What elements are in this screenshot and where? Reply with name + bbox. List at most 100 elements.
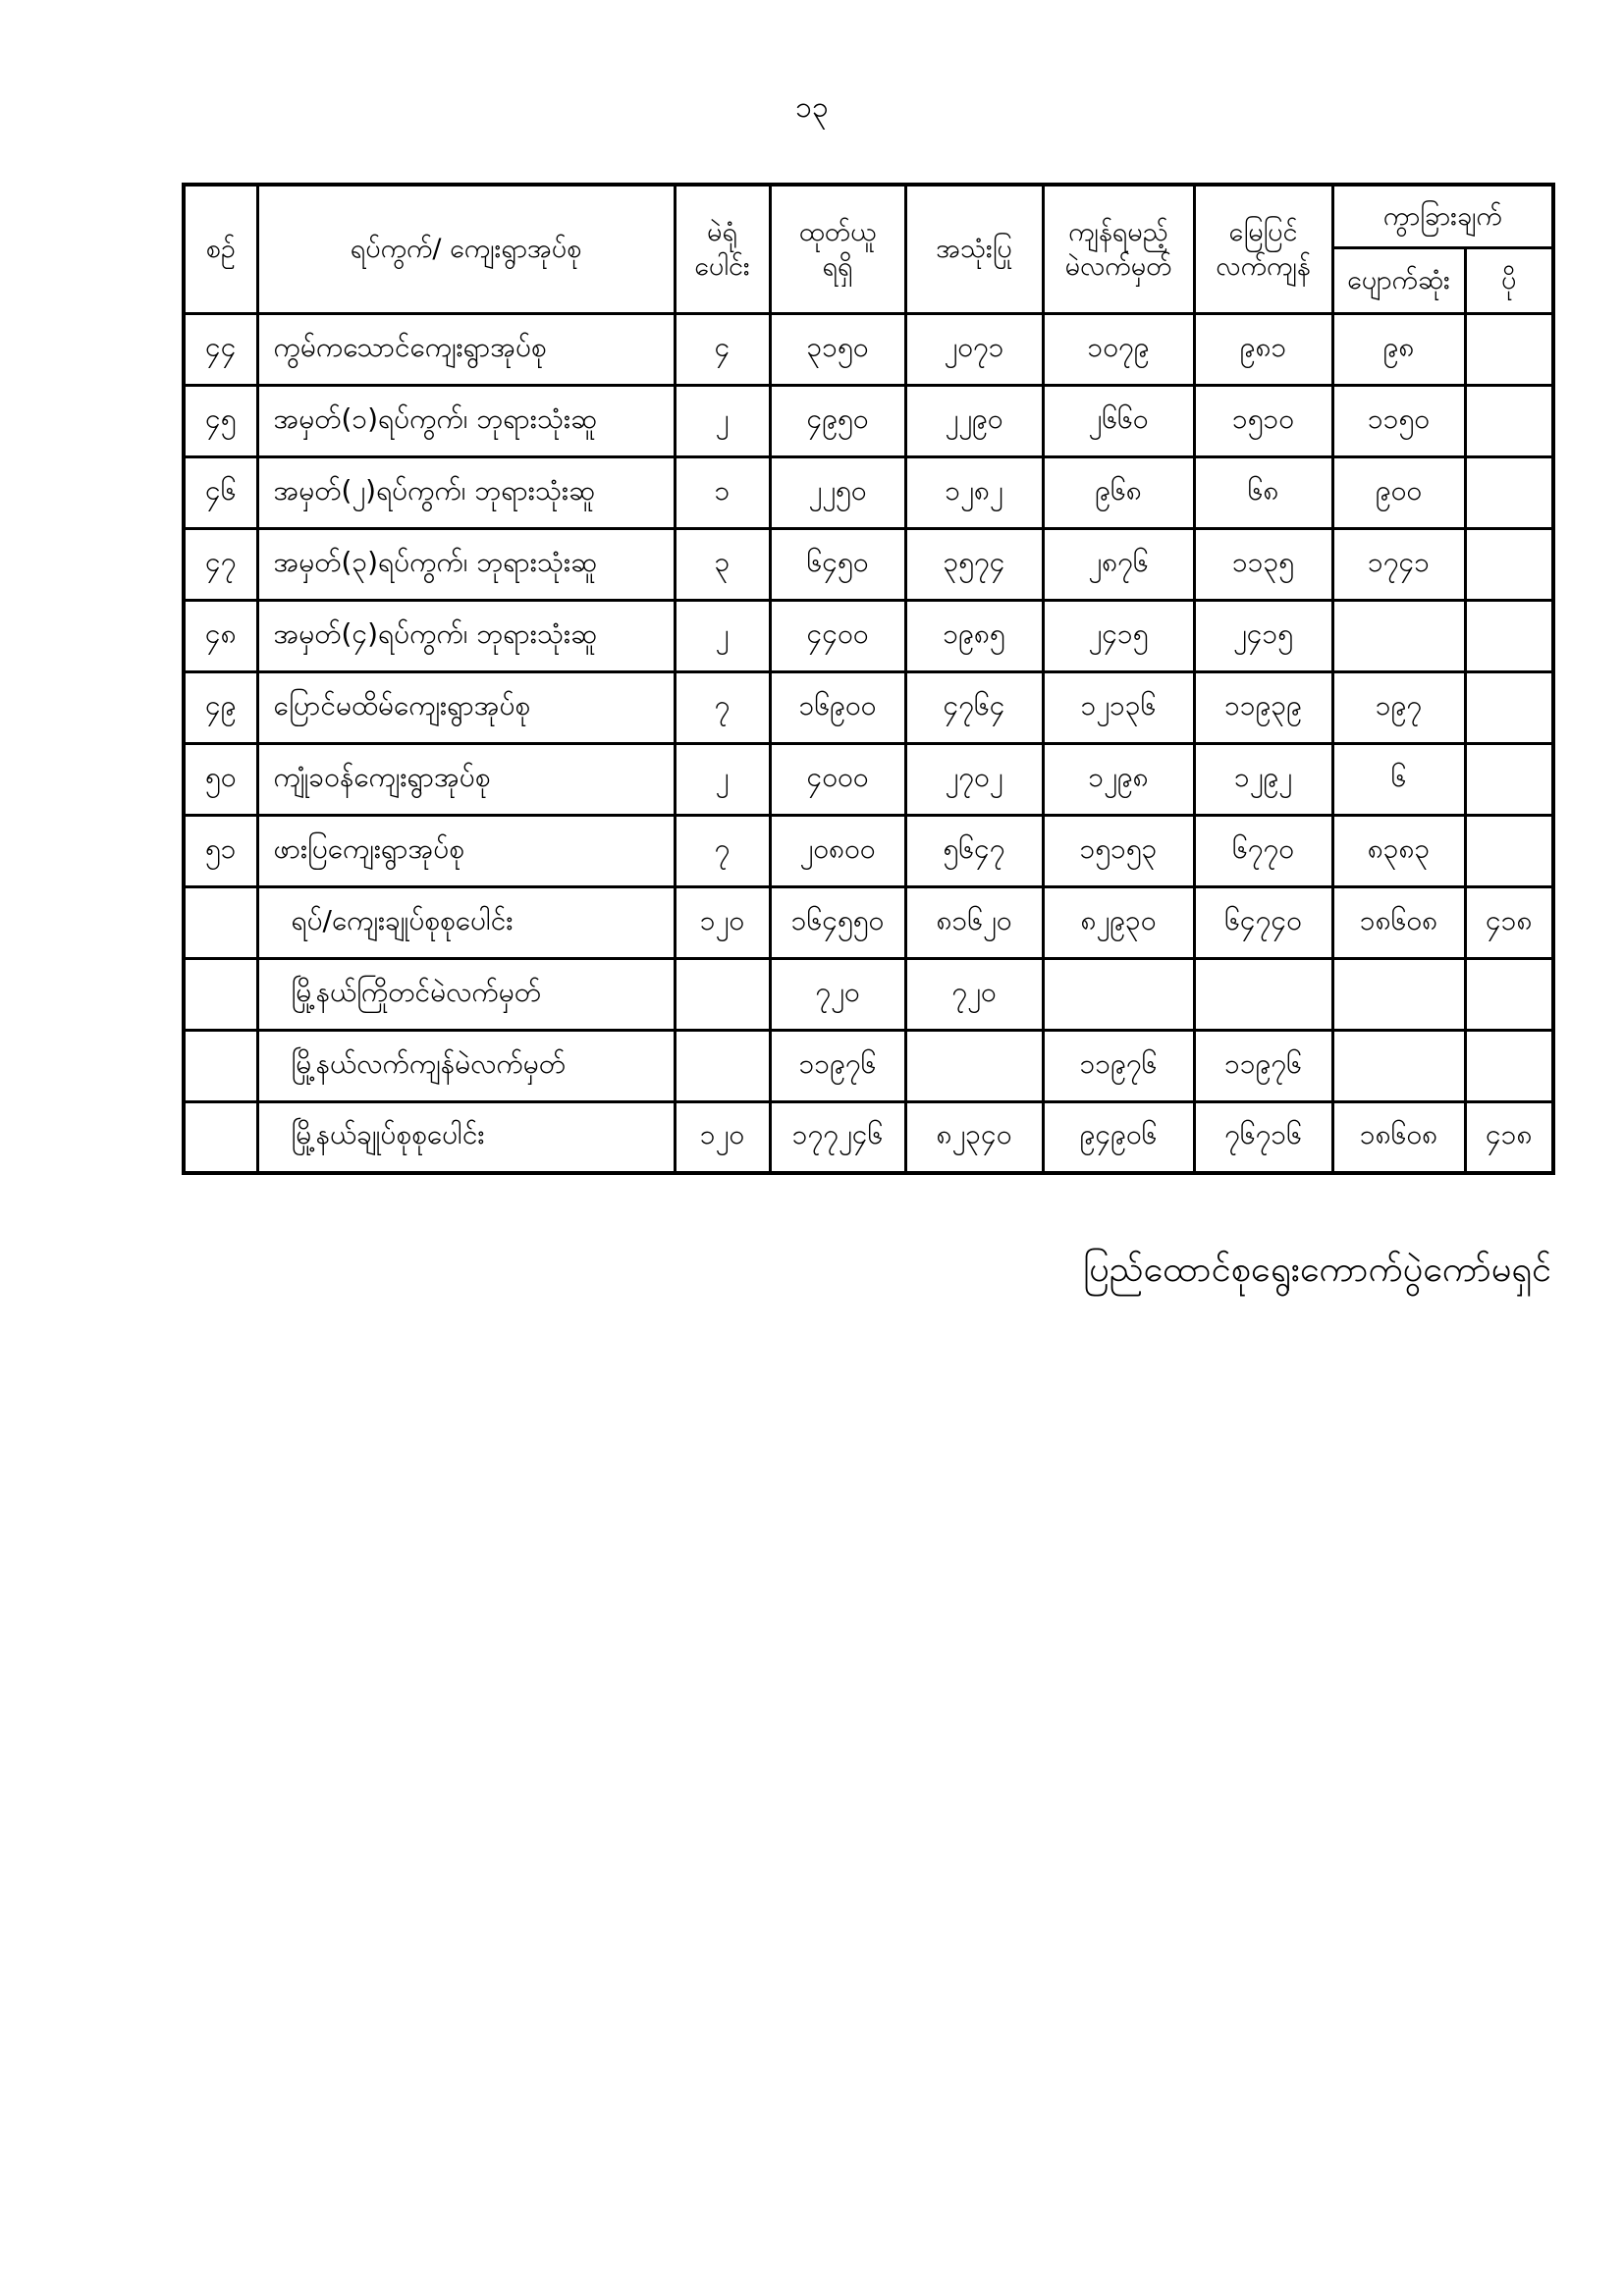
remaining-cell: ၂၄၁၅: [1041, 598, 1196, 673]
used-cell: ၃၅၇၄: [903, 526, 1045, 602]
ward-name-cell: မြို့နယ်ကြိုတင်မဲလက်မှတ်: [255, 956, 677, 1032]
table-body: ၄၄ ကွမ်ကသောင်ကျေးရွာအုပ်စု၄၃၁၅၀ ၂၀၇၁ ၁၀၇၉ ၉၈…: [182, 311, 1555, 1175]
table-row: ၅၀ ကျုံခဝန်ကျေးရွာအုပ်စု၂၄၀၀၀ ၂၇၀၂ ၁၂၉၈ ၁၂၉၂…: [182, 741, 1555, 817]
remaining-cell: ၉၄၉၀၆: [1041, 1099, 1196, 1175]
excess-cell: [1463, 526, 1555, 602]
lost-cell: ၁၉၇: [1330, 669, 1467, 745]
excess-cell: [1463, 1028, 1555, 1103]
stations-cell: ၇: [673, 813, 772, 888]
header-difference-lost: ပျောက်ဆုံး: [1330, 245, 1467, 315]
ground-balance-cell: [1192, 956, 1334, 1032]
table-row: ၅၁ ဖားပြကျေးရွာအုပ်စု၇၂၀၈၀၀ ၅၆၄၇ ၁၅၁၅၃ ၆၇၇၀၈…: [182, 813, 1555, 888]
received-cell: ၁၁၉၇၆: [768, 1028, 907, 1103]
serial-cell: [182, 1028, 259, 1103]
table-row: ၄၇ အမှတ်(၃)ရပ်ကွက်၊ ဘုရားသုံးဆူ၃၆၄၅၀ ၃၅၇၄၂…: [182, 526, 1555, 602]
header-ballots-received: ထုတ်ယူ ရရှိ: [768, 183, 907, 315]
lost-cell: ၈၃၈၃: [1330, 813, 1467, 888]
lost-cell: ၁၈၆၀၈: [1330, 884, 1467, 960]
excess-cell: ၄၁၈: [1463, 884, 1555, 960]
remaining-cell: ၁၂၁၃၆: [1041, 669, 1196, 745]
ground-balance-cell: ၆၄၇၄၀: [1192, 884, 1334, 960]
excess-cell: [1463, 813, 1555, 888]
excess-cell: ၄၁၈: [1463, 1099, 1555, 1175]
header-ground-balance: မြေပြင် လက်ကျန်: [1192, 183, 1334, 315]
serial-cell: [182, 956, 259, 1032]
remaining-cell: ၁၅၁၅၃: [1041, 813, 1196, 888]
stations-cell: ၃: [673, 526, 772, 602]
lost-cell: [1330, 598, 1467, 673]
serial-cell: ၄၄: [182, 311, 259, 387]
serial-cell: ၄၆: [182, 454, 259, 530]
header-ward-village: ရပ်ကွက်/ ကျေးရွာအုပ်စု: [255, 183, 677, 315]
excess-cell: [1463, 454, 1555, 530]
serial-cell: ၄၈: [182, 598, 259, 673]
excess-cell: [1463, 311, 1555, 387]
used-cell: ၂၂၉၀: [903, 383, 1045, 458]
ward-name-cell: ကွမ်ကသောင်ကျေးရွာအုပ်စု: [255, 311, 677, 387]
excess-cell: [1463, 383, 1555, 458]
received-cell: ၃၁၅၀: [768, 311, 907, 387]
serial-cell: ၄၉: [182, 669, 259, 745]
stations-cell: [673, 956, 772, 1032]
ground-balance-cell: ၉၈၁: [1192, 311, 1334, 387]
lost-cell: ၁၁၅၀: [1330, 383, 1467, 458]
stations-cell: ၂: [673, 383, 772, 458]
received-cell: ၂၂၅၀: [768, 454, 907, 530]
ward-name-cell: အမှတ်(၁)ရပ်ကွက်၊ ဘုရားသုံးဆူ: [255, 383, 677, 458]
stations-cell: ၁၂၀: [673, 884, 772, 960]
received-cell: ၄၄၀၀: [768, 598, 907, 673]
stations-cell: [673, 1028, 772, 1103]
ground-balance-cell: ၁၂၉၂: [1192, 741, 1334, 817]
lost-cell: ၁၈၆၀၈: [1330, 1099, 1467, 1175]
ward-name-cell: အမှတ်(၂)ရပ်ကွက်၊ ဘုရားသုံးဆူ: [255, 454, 677, 530]
ward-name-cell: ဖားပြကျေးရွာအုပ်စု: [255, 813, 677, 888]
used-cell: ၄၇၆၄: [903, 669, 1045, 745]
used-cell: ၇၂၀: [903, 956, 1045, 1032]
stations-cell: ၂: [673, 598, 772, 673]
remaining-cell: ၂၈၇၆: [1041, 526, 1196, 602]
summary-row: မြို့နယ်ချုပ်စုစုပေါင်း ၁၂၀ ၁၇၇၂၄၆ ၈၂၃၄၀ ၉၄၉…: [182, 1099, 1555, 1175]
stations-cell: ၄: [673, 311, 772, 387]
lost-cell: ၆: [1330, 741, 1467, 817]
ward-name-cell: ရပ်/ကျေးချုပ်စုစုပေါင်း: [255, 884, 677, 960]
table-row: ၄၄ ကွမ်ကသောင်ကျေးရွာအုပ်စု၄၃၁၅၀ ၂၀၇၁ ၁၀၇၉ ၉၈…: [182, 311, 1555, 387]
serial-cell: ၅၀: [182, 741, 259, 817]
table-row: ၄၉ ပြောင်မထိမ်ကျေးရွာအုပ်စု၇၁၆၉၀၀ ၄၇၆၄ ၁၂၁၃…: [182, 669, 1555, 745]
summary-row: မြို့နယ်လက်ကျန်မဲလက်မှတ် ၁၁၉၇၆ ၁၁၉၇၆ ၁၁၉၇၆: [182, 1028, 1555, 1103]
ballot-accounting-table: စဉ် ရပ်ကွက်/ ကျေးရွာအုပ်စု မဲရုံ ပေါင်း …: [182, 183, 1556, 1175]
ward-name-cell: မြို့နယ်ချုပ်စုစုပေါင်း: [255, 1099, 677, 1175]
excess-cell: [1463, 598, 1555, 673]
ward-name-cell: အမှတ်(၃)ရပ်ကွက်၊ ဘုရားသုံးဆူ: [255, 526, 677, 602]
stations-cell: ၇: [673, 669, 772, 745]
remaining-cell: ၁၀၇၉: [1041, 311, 1196, 387]
ground-balance-cell: ၆၈: [1192, 454, 1334, 530]
excess-cell: [1463, 741, 1555, 817]
remaining-cell: ၉၆၈: [1041, 454, 1196, 530]
header-ballots-should-remain: ကျန်ရမည့် မဲလက်မှတ်: [1041, 183, 1196, 315]
page-number: ၁၃: [795, 90, 829, 125]
table-header: စဉ် ရပ်ကွက်/ ကျေးရွာအုပ်စု မဲရုံ ပေါင်း …: [182, 183, 1555, 315]
ground-balance-cell: ၁၁၉၇၆: [1192, 1028, 1334, 1103]
summary-row: ရပ်/ကျေးချုပ်စုစုပေါင်း ၁၂၀ ၁၆၄၅၅၀ ၈၁၆၂၀ ၈၂၉…: [182, 884, 1555, 960]
ground-balance-cell: ၂၄၁၅: [1192, 598, 1334, 673]
header-ballots-used: အသုံးပြု: [903, 183, 1045, 315]
summary-row: မြို့နယ်ကြိုတင်မဲလက်မှတ် ၇၂၀ ၇၂၀: [182, 956, 1555, 1032]
ground-balance-cell: ၁၅၁၀: [1192, 383, 1334, 458]
used-cell: ၂၀၇၁: [903, 311, 1045, 387]
received-cell: ၆၄၅၀: [768, 526, 907, 602]
header-serial: စဉ်: [182, 183, 259, 315]
ground-balance-cell: ၁၁၃၅: [1192, 526, 1334, 602]
used-cell: ၁၉၈၅: [903, 598, 1045, 673]
received-cell: ၇၂၀: [768, 956, 907, 1032]
used-cell: ၅၆၄၇: [903, 813, 1045, 888]
ground-balance-cell: ၇၆၇၁၆: [1192, 1099, 1334, 1175]
stations-cell: ၂: [673, 741, 772, 817]
serial-cell: ၅၁: [182, 813, 259, 888]
ward-name-cell: အမှတ်(၄)ရပ်ကွက်၊ ဘုရားသုံးဆူ: [255, 598, 677, 673]
excess-cell: [1463, 956, 1555, 1032]
remaining-cell: ၁၁၉၇၆: [1041, 1028, 1196, 1103]
used-cell: ၂၇၀၂: [903, 741, 1045, 817]
remaining-cell: ၁၂၉၈: [1041, 741, 1196, 817]
used-cell: [903, 1028, 1045, 1103]
